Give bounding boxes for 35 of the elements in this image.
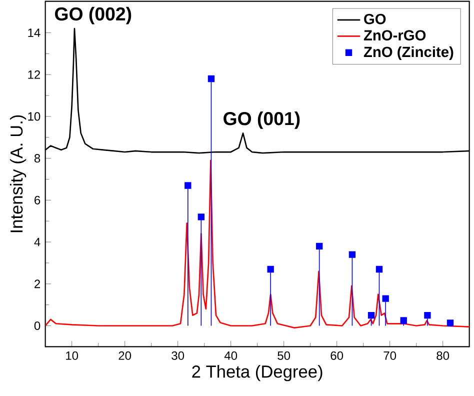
legend-label: GO	[364, 14, 386, 24]
x-axis-title: 2 Theta (Degree)	[192, 365, 322, 382]
x-tick-label: 30	[172, 351, 184, 360]
y-tick-label: 6	[34, 196, 40, 204]
point	[198, 214, 204, 220]
x-tick-label: 50	[278, 351, 290, 360]
y-tick-label: 10	[28, 112, 40, 121]
point	[400, 317, 407, 324]
x-tick-label: 40	[224, 351, 238, 360]
x-tick-label: 60	[330, 351, 344, 360]
point	[424, 312, 431, 319]
legend-label: ZnO-rGO	[364, 30, 426, 40]
point	[184, 182, 192, 189]
x-tick-label: 20	[118, 351, 132, 360]
x-tick-label: 80	[436, 351, 450, 360]
point	[208, 75, 215, 82]
point	[316, 242, 323, 250]
point	[267, 266, 274, 273]
annotation: GO (002)	[55, 6, 132, 24]
y-axis-title: Intensity (A. U.)	[10, 115, 26, 232]
point	[376, 266, 383, 273]
y-tick-label: 14	[28, 28, 40, 37]
y-tick-label: 4	[34, 238, 40, 246]
y-tick-label: 12	[28, 70, 40, 79]
point	[348, 251, 356, 258]
y-tick-label: 2	[34, 280, 40, 288]
point	[382, 295, 389, 302]
point	[368, 312, 375, 319]
annotation: GO (001)	[224, 112, 300, 129]
y-tick-label: 0	[34, 321, 40, 330]
x-tick-label: 70	[384, 351, 396, 360]
point	[446, 320, 454, 326]
legend-label: ZnO (Zincite)	[364, 46, 454, 60]
y-tick-label: 8	[34, 154, 40, 163]
x-tick-label: 10	[66, 351, 78, 360]
